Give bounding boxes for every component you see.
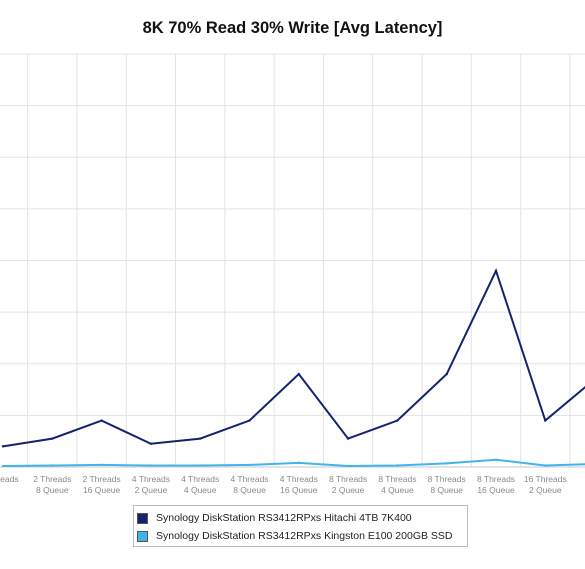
x-tick-label: 8 Threads 8 Queue <box>428 474 466 495</box>
data-point <box>544 464 547 467</box>
x-tick-label: 8 Threads 2 Queue <box>329 474 367 495</box>
data-point <box>199 464 202 467</box>
data-point <box>396 464 399 467</box>
data-point <box>248 463 251 467</box>
data-point <box>396 419 399 422</box>
legend-item: Synology DiskStation RS3412RPxs Kingston… <box>137 527 467 545</box>
data-point <box>51 437 54 440</box>
data-point <box>149 442 153 445</box>
data-point <box>494 458 498 461</box>
data-point <box>100 463 103 467</box>
data-point <box>544 419 547 422</box>
series-lines <box>1 268 585 468</box>
data-point <box>248 419 251 422</box>
data-point <box>149 464 153 467</box>
data-point <box>51 464 54 467</box>
x-tick-label: 8 Threads 4 Queue <box>378 474 416 495</box>
series-line-2 <box>2 458 585 467</box>
legend-label: Synology DiskStation RS3412RPxs Kingston… <box>156 530 453 542</box>
data-point <box>346 464 350 468</box>
legend-swatch <box>137 530 148 542</box>
data-point <box>1 445 5 448</box>
x-tick-label: 4 Threads 8 Queue <box>230 474 268 495</box>
data-point <box>297 372 300 376</box>
data-point <box>445 372 448 376</box>
x-tick-label: 16 Threads 2 Queue <box>524 474 567 495</box>
legend-swatch <box>137 512 148 524</box>
data-point <box>1 464 5 468</box>
chart-title: 8K 70% Read 30% Write [Avg Latency] <box>142 19 443 37</box>
x-tick-label: 8 Threads 16 Queue <box>477 474 515 495</box>
x-tick-label: 2 Threads 8 Queue <box>33 474 71 495</box>
legend-item: Synology DiskStation RS3412RPxs Hitachi … <box>137 509 467 527</box>
x-tick-label: 4 Threads 4 Queue <box>181 474 219 495</box>
x-tick-label: 2 Threads 16 Queue <box>83 474 121 495</box>
legend-label: Synology DiskStation RS3412RPxs Hitachi … <box>156 512 412 524</box>
data-point <box>199 437 202 440</box>
legend: Synology DiskStation RS3412RPxs Hitachi … <box>133 505 468 547</box>
data-point <box>346 437 350 440</box>
x-tick-label: 4 Threads 2 Queue <box>132 474 170 495</box>
data-point <box>445 462 448 465</box>
grid-lines <box>0 53 585 467</box>
x-tick-label: 4 Threads 16 Queue <box>280 474 318 495</box>
data-point <box>494 269 498 273</box>
data-point <box>297 461 300 465</box>
data-point <box>100 419 103 422</box>
series-line-1 <box>2 268 585 448</box>
x-tick-label: Threads <box>0 474 19 484</box>
